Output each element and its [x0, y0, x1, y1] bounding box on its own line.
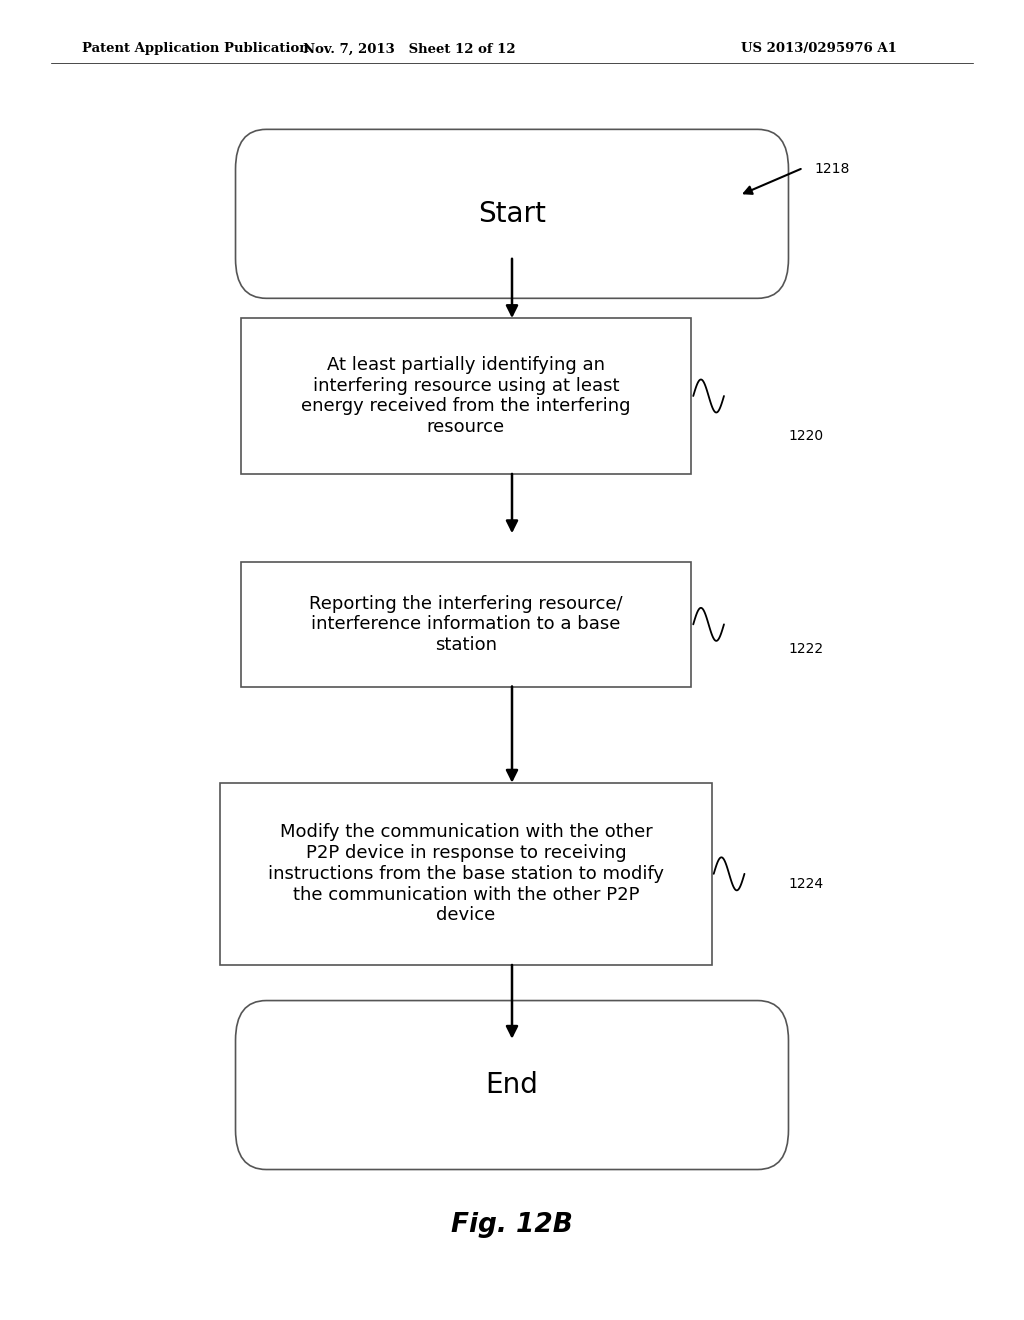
- Text: Modify the communication with the other
P2P device in response to receiving
inst: Modify the communication with the other …: [268, 824, 664, 924]
- Text: US 2013/0295976 A1: US 2013/0295976 A1: [741, 42, 897, 55]
- Text: Patent Application Publication: Patent Application Publication: [82, 42, 308, 55]
- Text: End: End: [485, 1071, 539, 1100]
- Text: At least partially identifying an
interfering resource using at least
energy rec: At least partially identifying an interf…: [301, 356, 631, 436]
- Text: 1218: 1218: [814, 162, 850, 176]
- Bar: [241, 318, 691, 474]
- Text: Reporting the interfering resource/
interference information to a base
station: Reporting the interfering resource/ inte…: [309, 594, 623, 655]
- Bar: [220, 783, 712, 965]
- Text: 1222: 1222: [788, 643, 823, 656]
- FancyBboxPatch shape: [236, 129, 788, 298]
- Text: Fig. 12B: Fig. 12B: [451, 1212, 573, 1238]
- Text: 1224: 1224: [788, 878, 823, 891]
- Bar: [241, 562, 691, 686]
- FancyBboxPatch shape: [236, 1001, 788, 1170]
- Text: 1220: 1220: [788, 429, 823, 442]
- Text: Nov. 7, 2013   Sheet 12 of 12: Nov. 7, 2013 Sheet 12 of 12: [303, 42, 516, 55]
- Text: Start: Start: [478, 199, 546, 228]
